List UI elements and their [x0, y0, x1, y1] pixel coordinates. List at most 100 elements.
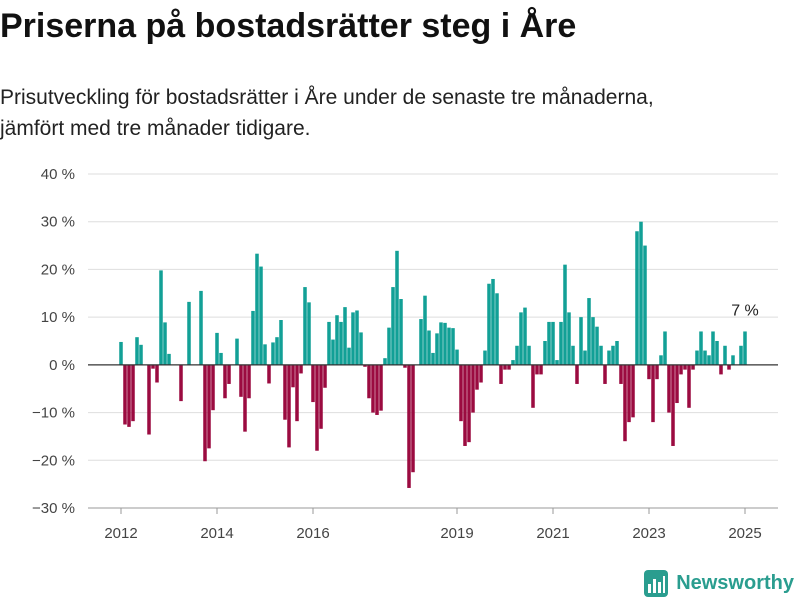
bar-2019-10	[491, 278, 495, 365]
bar-2024-03	[703, 350, 707, 365]
bar-2021-08	[579, 317, 583, 365]
bar-chart-logo-icon	[644, 570, 669, 597]
bar-2012-01	[119, 341, 123, 365]
y-tick-label: 30 %	[41, 214, 75, 231]
bar-2012-02	[123, 364, 127, 425]
bar-2018-05	[423, 295, 427, 365]
bar-2018-02	[411, 364, 415, 473]
y-tick-label: −20 %	[32, 452, 75, 469]
bar-2017-04	[371, 364, 375, 413]
bar-2013-10	[203, 364, 207, 462]
bar-2014-07	[239, 364, 243, 397]
bar-2018-07	[431, 352, 435, 365]
logo-icon-bar	[653, 579, 657, 593]
bar-2016-11	[351, 312, 355, 365]
bar-2020-01	[503, 364, 507, 370]
bar-2024-10	[731, 355, 735, 365]
bar-2015-07	[287, 364, 291, 448]
bar-2015-10	[299, 364, 303, 374]
bar-2019-06	[475, 364, 479, 390]
bar-2022-01	[599, 345, 603, 365]
bar-2020-06	[523, 307, 527, 365]
bar-2019-11	[495, 293, 499, 365]
bar-2023-04	[659, 355, 663, 365]
bar-2012-03	[127, 364, 131, 427]
bar-2014-10	[251, 310, 255, 365]
bar-2017-09	[391, 287, 395, 365]
bar-2014-03	[223, 364, 227, 399]
bar-2012-08	[147, 364, 151, 435]
x-tick-label: 2025	[728, 525, 761, 542]
bar-2016-10	[347, 347, 351, 365]
bar-2013-12	[211, 364, 215, 411]
bar-2019-01	[455, 349, 459, 365]
bar-2024-06	[715, 341, 719, 365]
bar-2016-03	[319, 364, 323, 429]
bar-2025-01	[743, 331, 747, 365]
bar-2018-09	[439, 322, 443, 365]
y-tick-label: 20 %	[41, 261, 75, 278]
bar-2022-09	[631, 364, 635, 418]
bar-2024-09	[727, 364, 731, 370]
bar-2023-05	[663, 331, 667, 365]
chart-title: Priserna på bostadsrätter steg i Åre	[0, 7, 577, 45]
bar-2023-10	[683, 364, 687, 370]
x-tick-label: 2016	[296, 525, 329, 542]
bar-2020-09	[535, 364, 539, 375]
bar-2014-02	[219, 352, 223, 365]
bar-2020-12	[547, 321, 551, 365]
bar-2016-12	[355, 310, 359, 365]
bar-2013-01	[167, 353, 171, 365]
bar-2022-12	[643, 245, 647, 365]
bar-2020-08	[531, 364, 535, 408]
bar-2015-09	[295, 364, 299, 422]
x-tick-label: 2021	[536, 525, 569, 542]
bar-2015-04	[275, 337, 279, 365]
bar-2020-03	[511, 360, 515, 365]
bar-2019-02	[459, 364, 463, 422]
bar-2016-01	[311, 364, 315, 403]
newsworthy-logo: Newsworthy	[644, 570, 794, 597]
bar-2016-04	[323, 364, 327, 388]
bar-2023-03	[655, 364, 659, 380]
bar-2020-05	[519, 312, 523, 365]
bar-2022-11	[639, 221, 643, 365]
bar-2014-12	[259, 266, 263, 365]
bar-2021-12	[595, 326, 599, 365]
bar-2015-08	[291, 364, 295, 388]
bar-2023-09	[679, 364, 683, 375]
bar-2013-04	[179, 364, 183, 402]
bar-2021-04	[563, 264, 567, 365]
bar-2015-12	[307, 302, 311, 365]
bar-2022-08	[627, 364, 631, 423]
bar-2024-07	[719, 364, 723, 375]
bar-2014-09	[247, 364, 251, 399]
bar-2018-08	[435, 333, 439, 365]
bar-2023-11	[687, 364, 691, 408]
bar-2023-01	[647, 364, 651, 380]
bar-2016-08	[339, 321, 343, 365]
bar-2020-11	[543, 341, 547, 365]
bar-2012-05	[135, 337, 139, 365]
chart-subtitle: Prisutveckling för bostadsrätter i Åre u…	[0, 86, 654, 140]
bar-2021-10	[587, 298, 591, 365]
bar-2012-10	[155, 364, 159, 383]
bar-2021-11	[591, 317, 595, 365]
value-annotation: 7 %	[731, 302, 759, 319]
x-tick-label: 2014	[200, 525, 233, 542]
bar-2017-01	[359, 332, 363, 365]
bar-2015-03	[271, 342, 275, 365]
bar-2012-11	[159, 270, 163, 365]
bar-2016-05	[327, 321, 331, 365]
bar-2024-05	[711, 331, 715, 365]
bar-2021-06	[571, 345, 575, 365]
bar-2012-12	[163, 322, 167, 365]
bar-2017-05	[375, 364, 379, 415]
bar-2019-12	[499, 364, 503, 384]
bar-2019-07	[479, 364, 483, 383]
y-tick-label: 10 %	[41, 309, 75, 326]
bar-2022-07	[623, 364, 627, 442]
logo-icon-bar	[648, 584, 652, 593]
bar-2020-10	[539, 364, 543, 375]
